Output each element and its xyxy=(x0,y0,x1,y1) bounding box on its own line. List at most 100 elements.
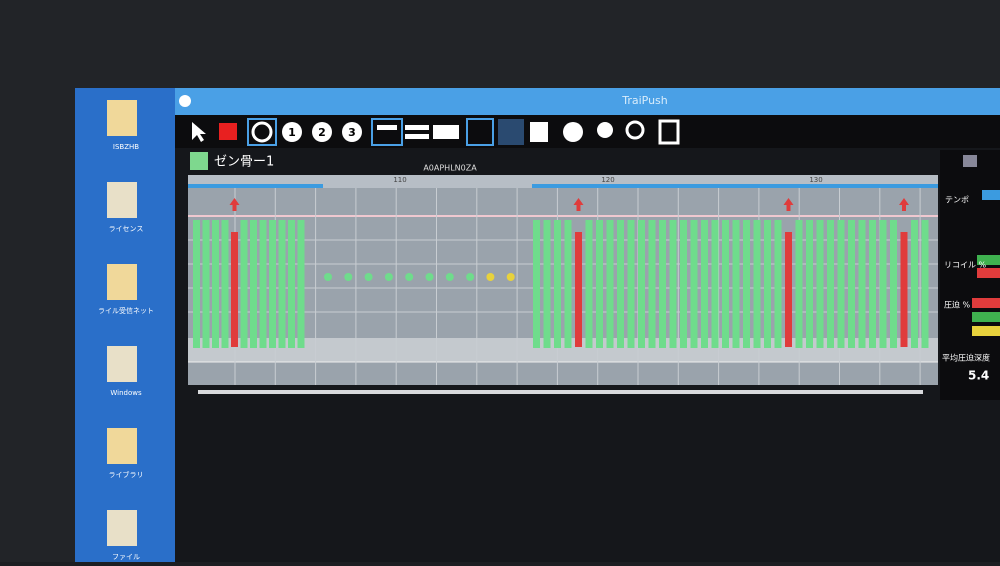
compression-bar xyxy=(606,220,614,348)
bad-compression-bar xyxy=(575,232,582,347)
refresh-button[interactable] xyxy=(247,118,277,146)
compression-bar xyxy=(596,220,603,348)
compression-bar xyxy=(743,220,750,348)
compression-bar xyxy=(690,220,698,348)
number-button[interactable] xyxy=(342,122,362,142)
alert-arrow xyxy=(573,198,584,211)
compression-bar xyxy=(669,220,677,348)
compression-bar xyxy=(297,220,305,348)
desktop-icon[interactable] xyxy=(107,346,137,382)
tooth-icon[interactable] xyxy=(530,122,548,142)
alert-arrow xyxy=(783,198,794,211)
compression-bar xyxy=(753,220,761,348)
desktop-icon[interactable] xyxy=(107,182,137,218)
compression-bar xyxy=(212,220,219,348)
settings-icon[interactable] xyxy=(563,122,583,142)
sort-button[interactable] xyxy=(466,118,494,146)
number-label: 2 xyxy=(318,126,326,139)
pointer-tool[interactable] xyxy=(192,122,206,142)
ruler-label: 120 xyxy=(601,176,614,184)
compression-bar xyxy=(795,220,803,348)
desktop-icon-label: Windows xyxy=(110,389,142,397)
compression-bar xyxy=(890,220,897,348)
pause-dot xyxy=(344,273,353,281)
compression-indicator xyxy=(972,312,1000,322)
compression-bar xyxy=(680,220,687,348)
pause-dot xyxy=(506,273,515,281)
compression-bar xyxy=(288,220,295,348)
number-button[interactable] xyxy=(282,122,302,142)
compression-bar xyxy=(627,220,635,348)
bad-compression-bar xyxy=(785,232,792,347)
compression-indicator xyxy=(972,326,1000,336)
compression-bar xyxy=(240,220,248,348)
compression-label: 圧迫 % xyxy=(944,300,971,310)
desktop-icon[interactable] xyxy=(107,264,137,300)
light-icon[interactable] xyxy=(597,122,613,138)
search-icon[interactable] xyxy=(625,120,645,140)
compression-bar xyxy=(816,220,824,348)
compression-bar xyxy=(259,220,267,348)
compression-bar xyxy=(858,220,866,348)
layout-icon[interactable] xyxy=(433,125,459,139)
pause-dot xyxy=(405,273,414,281)
compression-bar xyxy=(638,220,645,348)
pause-dot xyxy=(364,273,373,281)
layout-button[interactable] xyxy=(371,118,403,146)
ruler-label: 130 xyxy=(809,176,822,184)
window-title: TraiPush xyxy=(621,94,668,107)
title-bar xyxy=(175,88,1000,115)
tab-color xyxy=(190,152,208,170)
tempo-indicator xyxy=(982,190,1000,200)
compression-bar xyxy=(827,220,834,348)
number-button[interactable] xyxy=(312,122,332,142)
desktop-icon[interactable] xyxy=(107,100,137,136)
header-text: A0APHLN0ZA xyxy=(423,164,477,173)
pause-dot xyxy=(384,273,393,281)
ruler-label: 110 xyxy=(393,176,406,184)
compression-bar xyxy=(543,220,551,348)
desktop-icon[interactable] xyxy=(107,428,137,464)
avg-depth-label: 平均圧迫深度 xyxy=(942,353,990,363)
exit-icon[interactable] xyxy=(658,119,680,145)
alert-arrow xyxy=(899,198,909,211)
compression-indicator xyxy=(972,298,1000,308)
stop-button[interactable] xyxy=(219,123,237,140)
avg-depth-value: 5.4 xyxy=(968,369,989,383)
pause-dot xyxy=(425,273,434,281)
compression-bar xyxy=(921,220,929,348)
compression-bar xyxy=(764,220,771,348)
number-label: 3 xyxy=(348,126,356,139)
alert-arrow xyxy=(229,198,240,211)
layout-icon[interactable] xyxy=(405,125,429,130)
compression-bar xyxy=(774,220,782,348)
compression-bar xyxy=(848,220,855,348)
ruler-segment xyxy=(532,184,938,188)
tempo-label: テンポ xyxy=(945,196,969,205)
compression-bar xyxy=(711,220,719,348)
recoil-indicator xyxy=(977,255,1000,265)
compression-bar xyxy=(221,220,229,348)
compression-bar xyxy=(250,220,257,348)
compression-bar xyxy=(554,220,561,348)
desktop-icon-label: ライブラリ xyxy=(109,470,144,479)
scrollbar[interactable] xyxy=(198,390,923,394)
desktop-icon[interactable] xyxy=(107,510,137,546)
compression-bar xyxy=(837,220,845,348)
desktop-icon-label: ISBZHB xyxy=(113,143,139,151)
nav-button[interactable] xyxy=(963,155,977,167)
compression-bar xyxy=(202,220,210,348)
layout-icon xyxy=(377,125,397,130)
layout-icon xyxy=(405,134,429,139)
desktop-icon-label: ライセンス xyxy=(109,225,144,233)
graph-button[interactable] xyxy=(498,119,524,145)
app-icon xyxy=(179,95,191,107)
pause-dot xyxy=(486,273,495,281)
compression-bar xyxy=(879,220,887,348)
compression-bar xyxy=(617,220,624,348)
compression-bar xyxy=(701,220,708,348)
tab-label[interactable]: ゼン骨ー1 xyxy=(214,155,274,170)
compression-bar xyxy=(533,220,540,348)
compression-bar xyxy=(269,220,276,348)
